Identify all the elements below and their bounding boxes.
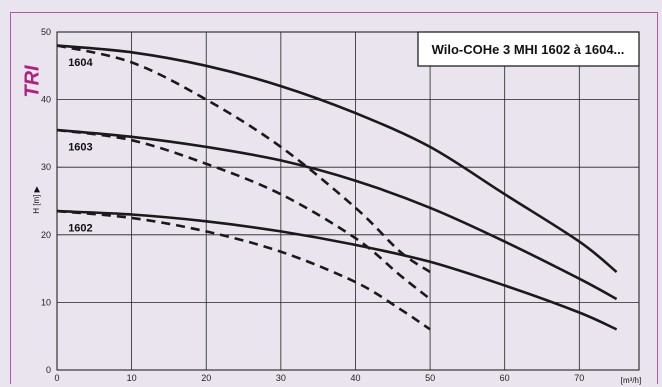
x-tick-label: 20 <box>201 373 211 383</box>
title-box <box>417 31 640 67</box>
x-tick-label: 10 <box>127 373 137 383</box>
curve-1604-solid <box>56 44 618 274</box>
curves <box>56 44 618 331</box>
tick-labels: 0 10 20 30 40 50 60 70 0 10 20 30 40 50 <box>41 27 584 383</box>
curve-1603-solid <box>56 128 618 301</box>
x-tick-label: 30 <box>276 373 286 383</box>
x-tick-label: 70 <box>574 373 584 383</box>
x-axis-label: [m³/h] <box>621 376 641 385</box>
x-tick-label: 40 <box>350 373 360 383</box>
x-tick-label: 0 <box>54 373 59 383</box>
grid <box>57 32 639 370</box>
curve-label-1604: 1604 <box>68 57 93 69</box>
y-tick-label: 20 <box>41 230 51 240</box>
curve-label-1602: 1602 <box>68 222 92 234</box>
x-tick-label: 50 <box>425 373 435 383</box>
curve-label-1603: 1603 <box>68 141 92 153</box>
y-tick-label: 40 <box>41 95 51 105</box>
chart-frame <box>10 12 658 384</box>
chart-title: Wilo-COHe 3 MHI 1602 à 1604... <box>432 42 625 57</box>
y-tick-label: 0 <box>46 365 51 375</box>
y-tick-label: 10 <box>41 297 51 307</box>
curve-1602-dashed <box>56 209 431 331</box>
y-tick-label: 50 <box>41 27 51 37</box>
y-tick-label: 30 <box>41 162 51 172</box>
curve-1604-dashed <box>56 44 431 274</box>
curve-labels: 1604 1603 1602 <box>68 57 93 235</box>
y-axis-label: H [m] ▶ <box>32 185 41 213</box>
curve-1602-solid <box>56 209 618 331</box>
x-tick-label: 60 <box>500 373 510 383</box>
curve-1603-dashed <box>56 128 431 301</box>
